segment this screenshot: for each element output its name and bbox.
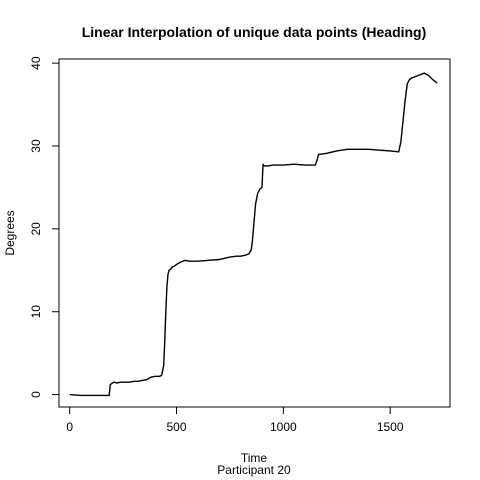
y-axis: 0 10 20 30 40 (29, 56, 59, 398)
y-tick-label-0: 0 (29, 391, 43, 398)
y-axis-label: Degrees (3, 210, 17, 255)
x-tick-label-2: 1000 (270, 420, 297, 434)
x-tick-label-1: 500 (166, 420, 186, 434)
chart-subtitle: Participant 20 (217, 463, 291, 477)
x-tick-label-3: 1500 (377, 420, 404, 434)
y-tick-label-1: 10 (29, 305, 43, 319)
series-line-heading (69, 72, 438, 397)
y-tick-label-4: 40 (29, 56, 43, 70)
chart-title: Linear Interpolation of unique data poin… (82, 24, 427, 40)
x-tick-label-0: 0 (66, 420, 73, 434)
y-tick-label-2: 20 (29, 222, 43, 236)
x-axis: 0 500 1000 1500 (66, 407, 404, 434)
plot-frame (58, 58, 451, 408)
y-tick-label-3: 30 (29, 139, 43, 153)
x-axis-label: Time (241, 451, 268, 465)
